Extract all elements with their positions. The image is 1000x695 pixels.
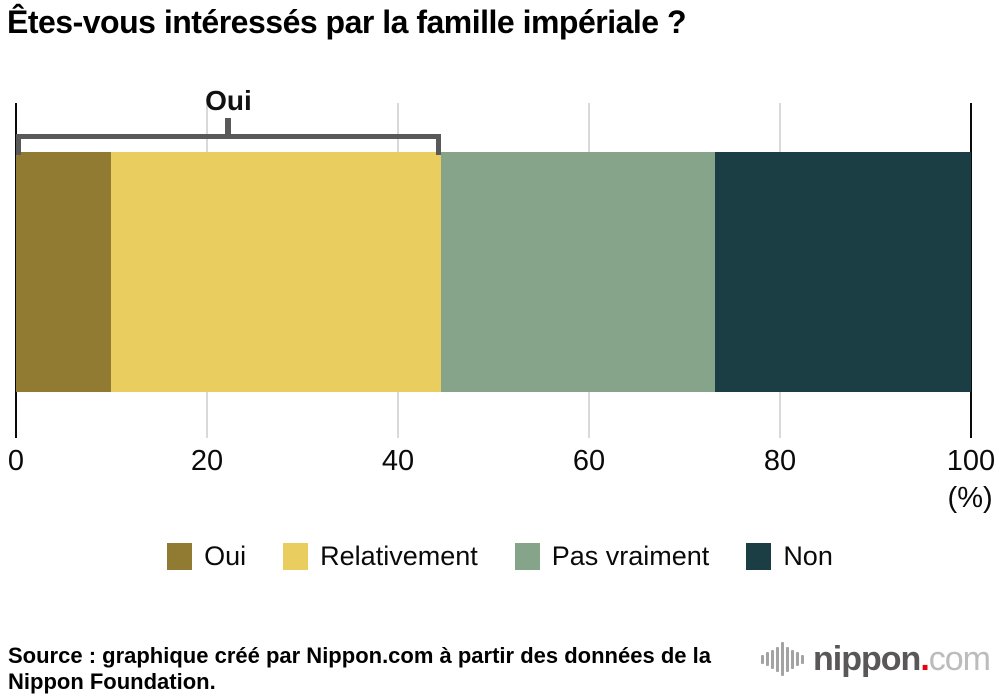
legend-item-oui: Oui [167, 541, 246, 572]
source-note: Source : graphique créé par Nippon.com à… [8, 643, 711, 695]
stacked-bar [16, 152, 971, 392]
axis-line-100 [970, 103, 972, 438]
legend-label: Relativement [320, 541, 478, 571]
legend: Oui Relativement Pas vraiment Non [0, 541, 1000, 572]
legend-label: Oui [204, 541, 247, 571]
logo-tld: com [928, 639, 991, 678]
legend-swatch [167, 543, 193, 570]
logo-dot: . [920, 639, 930, 678]
bracket-left-cap [16, 134, 21, 155]
x-tick-label-60: 60 [572, 445, 606, 477]
x-axis-unit-label: (%) [947, 482, 993, 514]
chart-title: Êtes-vous intéressés par la famille impé… [7, 4, 687, 40]
legend-swatch [283, 543, 309, 570]
x-tick-label-80: 80 [763, 445, 797, 477]
bar-segment-relativement [110, 152, 441, 392]
x-tick-label-20: 20 [190, 445, 224, 477]
bar-segment-oui [16, 152, 111, 392]
legend-swatch [746, 543, 772, 570]
legend-item-pas-vraiment: Pas vraiment [514, 541, 710, 572]
bracket-line [16, 134, 441, 139]
source-line-2: Nippon Foundation. [8, 669, 216, 694]
plot-area: Oui (%) 0 20 40 60 80 100 [8, 85, 995, 514]
bracket-label: Oui [205, 85, 252, 116]
legend-label: Non [783, 541, 833, 571]
soundwave-icon [761, 639, 805, 679]
bracket-right-cap [435, 134, 441, 155]
bar-segment-pas-vraiment [440, 152, 716, 392]
logo-name: nippon [813, 639, 921, 678]
legend-swatch [514, 543, 540, 570]
oui-bracket [16, 118, 441, 155]
x-tick-label-100: 100 [946, 445, 996, 477]
bracket-center-tick [225, 118, 232, 134]
bar-segment-non [715, 152, 971, 392]
legend-label: Pas vraiment [551, 541, 710, 571]
x-tick-label-0: 0 [7, 445, 25, 477]
source-line-1: Source : graphique créé par Nippon.com à… [8, 643, 711, 668]
nippon-logo: nippon.com [761, 634, 991, 684]
x-tick-label-40: 40 [381, 445, 415, 477]
legend-item-non: Non [746, 541, 833, 572]
logo-text: nippon.com [813, 639, 991, 679]
legend-item-relativement: Relativement [283, 541, 478, 572]
